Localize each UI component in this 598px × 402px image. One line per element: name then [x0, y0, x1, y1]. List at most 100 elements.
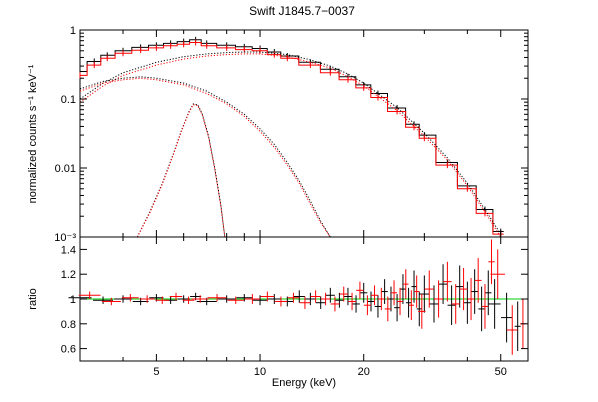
ratio-series-0-data-point	[236, 294, 253, 302]
ratio-series-1-data-point	[434, 280, 443, 318]
x-tick-label: 10	[254, 366, 266, 378]
ratio-series-1-data-point	[121, 294, 139, 302]
ratio-series-1-data-point	[459, 268, 468, 311]
ratio-series-1-data-point	[414, 275, 420, 308]
ratio-series-1-data-point	[378, 287, 385, 311]
spectrum-series-2-model-component	[79, 51, 502, 235]
ratio-series-1-data-point	[182, 296, 195, 304]
spectrum-series-7-model-component	[136, 104, 226, 238]
x-axis-label: Energy (keV)	[272, 377, 336, 389]
ratio-series-0-data-point	[488, 279, 501, 329]
ratio-series-0-data-point	[471, 269, 479, 314]
ratio-series-1-data-point	[287, 292, 300, 303]
ratio-series-0-data-point	[381, 279, 388, 304]
ratio-series-0-data-point	[114, 295, 132, 303]
ratio-series-1-data-point	[474, 258, 482, 303]
ratio-series-1-data-point	[155, 296, 170, 304]
ratio-series-0-data-point	[478, 286, 485, 332]
ratio-series-1-data-point	[451, 284, 460, 324]
ratio-series-0-data-point	[394, 294, 401, 322]
ratio-series-0-data-point	[429, 285, 439, 323]
ratio-series-0-data-point	[447, 285, 456, 326]
ratio-series-0-data-point	[360, 282, 368, 303]
ratio-series-0-data-point	[335, 292, 344, 308]
ratio-series-0-data-point	[93, 296, 114, 304]
ratio-series-1-data-point	[299, 296, 311, 309]
ratio-series-0-data-point	[293, 290, 305, 303]
ratio-series-0-data-point	[514, 301, 521, 352]
spectrum-y-ticks: 10⁻³ 0.01 0.1 1	[54, 25, 528, 244]
spectrum-y-tick-label: 10⁻³	[54, 232, 76, 244]
ratio-series-1-data-point	[274, 296, 288, 307]
ratio-panel: ratio 0.6 0.8 1 1.2 1.4	[27, 236, 529, 362]
spectrum-series-6-model-component	[136, 103, 226, 238]
ratio-series-1-data-point	[356, 281, 364, 299]
ratio-series-1-data-point	[320, 292, 331, 306]
ratio-series-0-data-point	[217, 295, 236, 303]
ratio-series-1-data-point	[490, 249, 505, 299]
energy-x-ticks: 5 10 20 50	[79, 30, 529, 378]
ratio-series-0-data-point	[501, 292, 513, 343]
ratio-series-0-data-point	[177, 295, 190, 303]
ratio-series-1-data-point	[424, 270, 434, 308]
ratio-series-1-data-point	[443, 261, 452, 302]
spectrum-y-axis-label: normalized counts s⁻¹ keV⁻¹	[27, 64, 39, 203]
ratio-series-0-data-point	[305, 292, 316, 306]
ratio-series-1-data-point	[371, 285, 378, 306]
ratio-y-tick-label: 0.8	[61, 319, 76, 331]
ratio-series-1-data-point	[481, 284, 489, 329]
spectrum-panel: normalized counts s⁻¹ keV⁻¹ 10⁻³ 0.01 0.1 1	[27, 25, 529, 244]
ratio-series-1-data-point	[78, 291, 101, 299]
ratio-series-0-data-point	[252, 295, 268, 306]
ratio-y-axis-label: ratio	[27, 288, 39, 309]
ratio-series-0-data-point	[411, 270, 417, 303]
x-tick-label: 20	[358, 366, 370, 378]
ratio-series-1-data-point	[139, 295, 155, 303]
spectrum-series-4-model-component	[79, 76, 331, 238]
ratio-series-1-data-point	[227, 296, 245, 304]
ratio-series-1-data-point	[384, 296, 391, 322]
ratio-y-tick-label: 1.2	[61, 269, 76, 281]
ratio-series-1-data-point	[488, 239, 495, 285]
ratio-series-0-data-point	[267, 294, 281, 304]
ratio-series-0-data-point	[400, 274, 406, 304]
spectrum-data-layer	[79, 36, 504, 238]
spectrum-series-1-spectrum-steps	[80, 42, 504, 235]
ratio-series-1-data-point	[418, 294, 426, 329]
chart-title: Swift J1845.7−0037	[249, 4, 355, 18]
ratio-y-tick-label: 1.4	[61, 244, 76, 256]
ratio-series-0-data-point	[315, 296, 326, 309]
ratio-y-tick-label: 1	[70, 294, 76, 306]
ratio-series-1-data-point	[310, 290, 321, 303]
spectrum-y-tick-label: 0.01	[55, 163, 76, 175]
ratio-series-1-data-point	[169, 292, 183, 301]
ratio-series-1-data-point	[397, 287, 403, 316]
spectrum-series-3-model-component	[79, 53, 502, 238]
ratio-series-1-data-point	[506, 305, 518, 355]
ratio-series-0-data-point	[367, 291, 375, 312]
ratio-series-0-data-point	[374, 295, 382, 318]
ratio-data-layer	[68, 239, 528, 355]
ratio-series-1-data-point	[391, 280, 398, 306]
ratio-series-1-data-point	[244, 294, 260, 304]
ratio-series-1-data-point	[363, 295, 371, 316]
ratio-series-0-data-point	[463, 281, 472, 324]
ratio-series-1-data-point	[348, 292, 356, 311]
ratio-series-0-data-point	[438, 264, 448, 304]
ratio-series-1-data-point	[339, 286, 348, 302]
ratio-series-1-data-point	[191, 295, 209, 303]
ratio-series-1-data-point	[403, 269, 409, 299]
ratio-series-1-data-point	[408, 290, 415, 321]
ratio-series-0-data-point	[455, 265, 464, 308]
ratio-series-1-data-point	[330, 296, 340, 312]
ratio-series-1-data-point	[467, 277, 475, 321]
ratio-series-0-data-point	[416, 291, 422, 327]
ratio-series-1-data-point	[260, 291, 275, 302]
ratio-series-0-data-point	[405, 287, 412, 318]
ratio-y-tick-label: 0.6	[61, 344, 76, 356]
ratio-y-ticks: 0.6 0.8 1 1.2 1.4	[61, 244, 528, 356]
spectrum-y-tick-label: 0.1	[61, 94, 76, 106]
spectrum-series-5-model-component	[79, 77, 331, 238]
ratio-series-0-data-point	[387, 286, 395, 312]
